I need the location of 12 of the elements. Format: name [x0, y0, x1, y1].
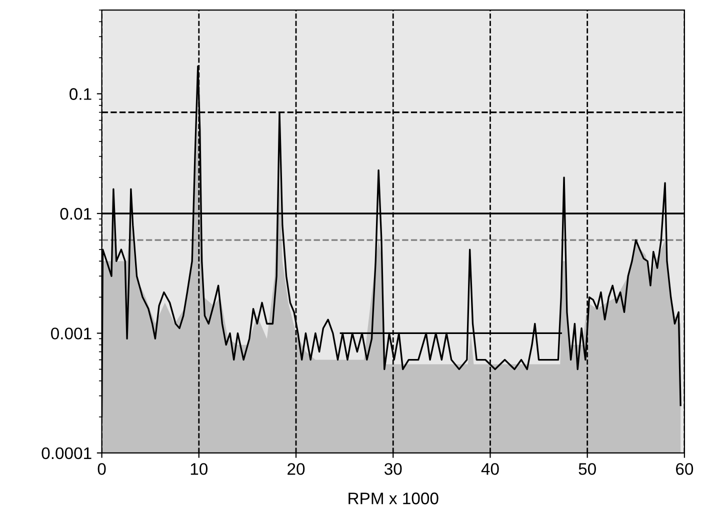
- x-tick-label: 30: [384, 463, 402, 475]
- x-tick-label: 50: [578, 463, 596, 475]
- y-tick-label: 0.001: [51, 328, 92, 340]
- y-tick-label: 0.0001: [42, 447, 92, 460]
- x-tick-label: 60: [676, 463, 694, 475]
- x-tick-label: 10: [190, 463, 208, 475]
- y-tick-label: 0.1: [70, 88, 92, 100]
- y-tick-label: 0.01: [60, 208, 92, 220]
- x-tick-label: 20: [288, 463, 305, 475]
- x-axis-title: RPM x 1000: [348, 492, 438, 504]
- x-tick-label: 40: [481, 463, 499, 475]
- x-tick-label: 0: [98, 463, 106, 475]
